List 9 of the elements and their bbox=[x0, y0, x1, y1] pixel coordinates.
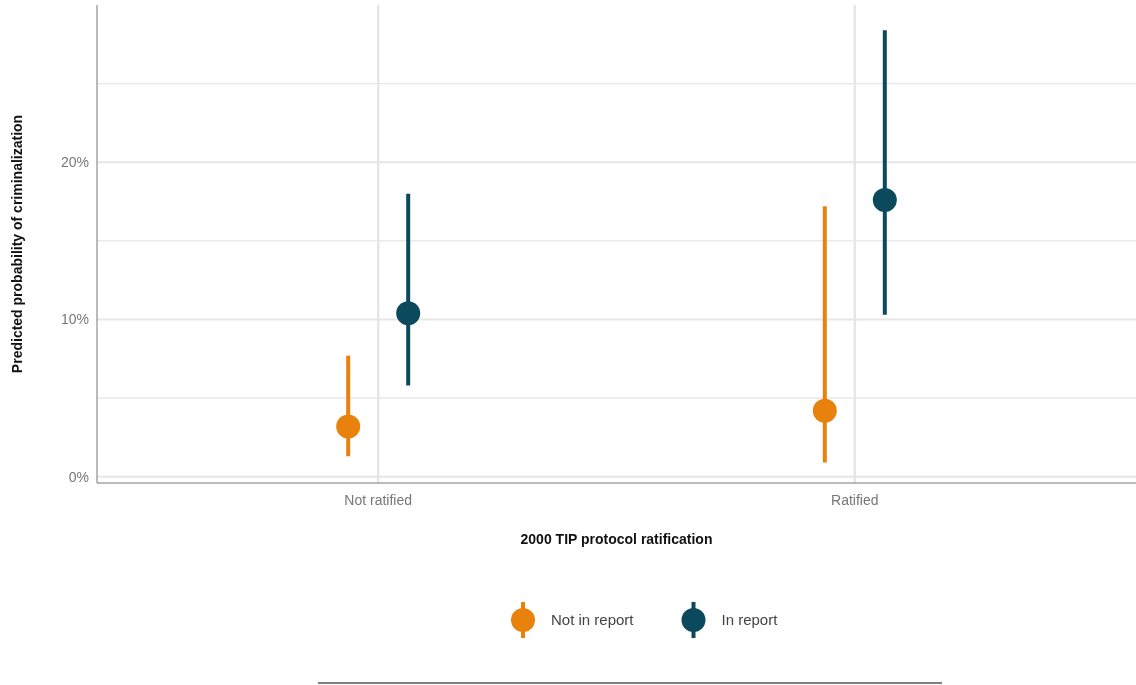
y-axis-title: Predicted probability of criminalization bbox=[9, 114, 25, 374]
x-tick-label: Ratified bbox=[831, 492, 879, 508]
x-tick-label: Not ratified bbox=[344, 492, 413, 508]
legend-label: Not in report bbox=[551, 611, 635, 629]
y-tick-label: 20% bbox=[60, 154, 89, 171]
y-tick-label: 0% bbox=[68, 468, 89, 485]
y-tick-label: 10% bbox=[60, 311, 89, 328]
legend-label: In report bbox=[721, 611, 779, 629]
x-axis-title: 2000 TIP protocol ratification bbox=[520, 531, 713, 547]
